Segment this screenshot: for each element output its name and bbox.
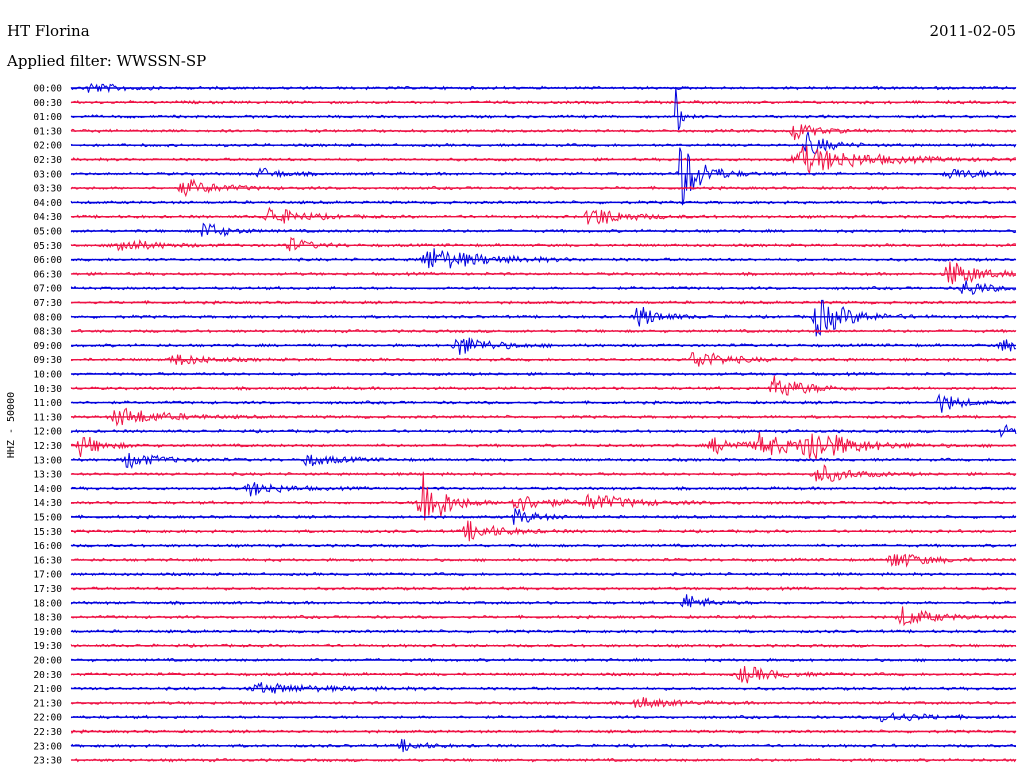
tick-label: 15:00 <box>33 513 62 524</box>
trace-row <box>70 131 1017 154</box>
tick-label: 21:30 <box>33 698 62 709</box>
trace-row <box>70 236 1017 252</box>
tick-label: 10:30 <box>33 384 62 395</box>
tick-label: 02:00 <box>33 141 62 152</box>
trace-row <box>70 393 1017 413</box>
tick-label: 01:30 <box>33 126 62 137</box>
tick-label: 07:00 <box>33 284 62 295</box>
trace-row <box>70 147 1017 206</box>
tick-label: 09:00 <box>33 341 62 352</box>
tick-label: 12:00 <box>33 427 62 438</box>
tick-label: 16:30 <box>33 555 62 566</box>
tick-label: 23:30 <box>33 756 62 767</box>
tick-label: 18:00 <box>33 598 62 609</box>
tick-label: 21:00 <box>33 684 62 695</box>
tick-label: 16:00 <box>33 541 62 552</box>
y-axis-label: HHZ - 50000 <box>6 392 17 458</box>
tick-label: 04:00 <box>33 198 62 209</box>
trace-row <box>70 464 1017 482</box>
trace-row <box>70 222 1017 238</box>
tick-label: 12:30 <box>33 441 62 452</box>
tick-label: 05:30 <box>33 241 62 252</box>
tick-label: 08:00 <box>33 312 62 323</box>
tick-label: 03:00 <box>33 169 62 180</box>
trace-row <box>70 248 1017 269</box>
trace-row <box>70 124 1017 141</box>
tick-label: 04:30 <box>33 212 62 223</box>
trace-row <box>70 471 1017 521</box>
station-title: HT Florina <box>7 22 90 40</box>
trace-row <box>70 261 1017 285</box>
tick-label: 17:30 <box>33 584 62 595</box>
trace-row <box>70 482 1017 497</box>
tick-label: 14:30 <box>33 498 62 509</box>
tick-label: 22:30 <box>33 727 62 738</box>
date-label: 2011-02-05 <box>930 22 1016 40</box>
tick-label: 20:30 <box>33 670 62 681</box>
tick-label: 09:30 <box>33 355 62 366</box>
trace-group <box>70 82 1017 763</box>
tick-label: 08:30 <box>33 327 62 338</box>
tick-label: 17:00 <box>33 570 62 581</box>
tick-label: 10:00 <box>33 370 62 381</box>
tick-label: 02:30 <box>33 155 62 166</box>
tick-label: 23:00 <box>33 741 62 752</box>
tick-label: 07:30 <box>33 298 62 309</box>
tick-label: 15:30 <box>33 527 62 538</box>
tick-label: 20:00 <box>33 656 62 667</box>
tick-label: 06:30 <box>33 269 62 280</box>
trace-row <box>70 606 1017 627</box>
tick-label: 06:00 <box>33 255 62 266</box>
filter-label: Applied filter: WWSSN-SP <box>6 52 206 70</box>
tick-label: 01:00 <box>33 112 62 123</box>
tick-label: 18:30 <box>33 613 62 624</box>
tick-label: 00:00 <box>33 84 62 95</box>
tick-label: 00:30 <box>33 98 62 109</box>
trace-row <box>70 594 1017 608</box>
tick-label: 11:00 <box>33 398 62 409</box>
time-tick-labels: 00:00 00:30 01:00 01:30 02:00 02:30 03:00 03:30… <box>33 84 62 767</box>
tick-label: 03:30 <box>33 184 62 195</box>
tick-label: 13:00 <box>33 455 62 466</box>
tick-label: 19:30 <box>33 641 62 652</box>
tick-label: 19:00 <box>33 627 62 638</box>
trace-row <box>70 87 1017 131</box>
tick-label: 22:00 <box>33 713 62 724</box>
tick-label: 05:00 <box>33 227 62 238</box>
tick-label: 14:00 <box>33 484 62 495</box>
tick-label: 13:30 <box>33 470 62 481</box>
trace-row <box>70 337 1017 355</box>
trace-row <box>70 375 1016 396</box>
tick-label: 11:30 <box>33 412 62 423</box>
trace-row <box>70 280 1017 295</box>
